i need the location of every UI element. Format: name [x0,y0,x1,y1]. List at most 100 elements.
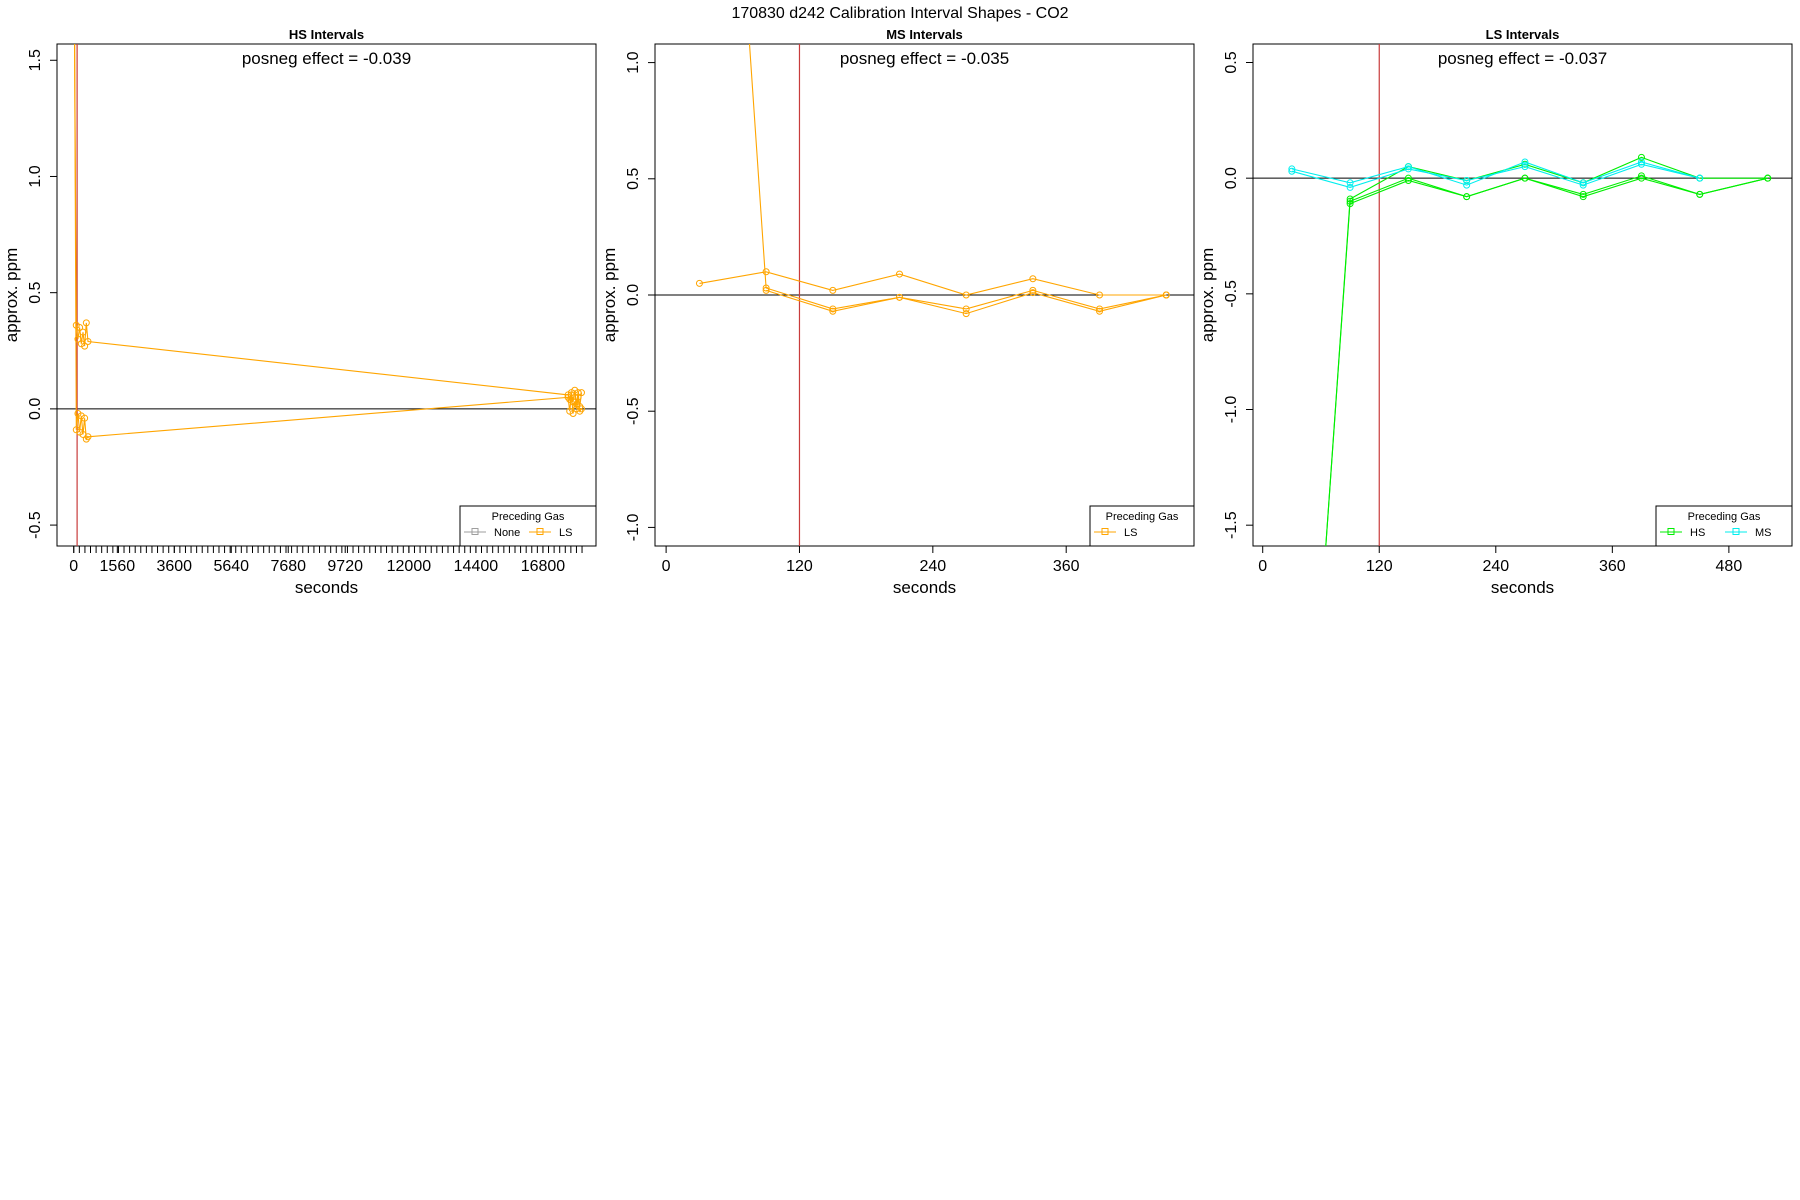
posneg-annotation: posneg effect = -0.039 [242,49,411,68]
legend-key-marker [1732,528,1740,535]
y-tick-label: -0.5 [625,397,642,425]
y-tick-label: 0.0 [27,398,44,420]
data-point [1579,181,1587,189]
data-point [74,335,82,343]
legend-label: None [494,527,520,539]
posneg-annotation: posneg effect = -0.037 [1438,49,1607,68]
x-tick-label: 7680 [270,558,306,575]
data-point [829,305,837,313]
series-line-1 [699,271,1167,296]
data-point [1404,165,1412,173]
data-point [76,324,84,332]
data-point [1404,174,1412,182]
data-point [1463,193,1471,201]
data-point [1346,200,1354,208]
data-point [571,398,579,406]
x-tick-label: 240 [1482,558,1509,575]
legend: Preceding Gas HS MS [1655,505,1793,547]
legend-key-marker [1101,528,1109,535]
series-line-2 [1325,177,1768,546]
data-point [81,342,89,350]
data-point [1096,305,1104,313]
data-point [962,291,970,299]
data-point [1637,172,1645,180]
x-axis-label: seconds [1491,578,1554,597]
x-tick-label: 120 [1366,558,1393,575]
posneg-annotation: posneg effect = -0.035 [840,49,1009,68]
data-point [1162,291,1170,299]
legend-label: MS [1755,527,1772,539]
legend-box [1655,505,1793,547]
data-point [1096,291,1104,299]
data-point [895,293,903,301]
data-point [695,279,703,287]
data-point [574,393,582,401]
data-point [82,319,90,327]
data-point [577,389,585,397]
data-point [1696,174,1704,182]
data-point [569,410,577,418]
series-line-3 [1349,175,1768,205]
legend-title: Preceding Gas [492,511,565,523]
data-point [1288,167,1296,175]
x-tick-label: 1560 [100,558,136,575]
legend-box [459,505,597,547]
series-line-5 [1291,163,1700,188]
x-tick-label: 360 [1599,558,1626,575]
legend-label: LS [1124,527,1137,539]
legend-key-marker [536,528,544,535]
legend-box [1089,505,1195,547]
legend: Preceding Gas None LS [459,505,597,547]
y-axis-label: approx. ppm [600,248,619,343]
y-axis-label: approx. ppm [2,248,21,343]
plot-area [57,44,596,546]
y-tick-label: 1.0 [27,165,44,187]
panel-title: MS Intervals [886,27,963,42]
legend-label: LS [559,527,572,539]
data-point [1288,165,1296,173]
y-tick-label: 0.0 [625,284,642,306]
x-tick-label: 0 [69,558,78,575]
x-tick-label: 3600 [156,558,192,575]
data-point [1521,163,1529,171]
plot-frame [1252,43,1793,547]
x-tick-label: 0 [662,558,671,575]
data-point [762,284,770,292]
x-axis-label: seconds [295,578,358,597]
x-tick-label: 240 [919,558,946,575]
data-point [1346,197,1354,205]
data-point [1404,163,1412,171]
data-point [762,268,770,276]
data-point [1346,183,1354,191]
data-point [84,433,92,441]
legend-key-marker [471,528,479,535]
x-tick-label: 480 [1716,558,1743,575]
x-tick-label: 16800 [521,558,566,575]
data-point [1579,193,1587,201]
data-point [1764,174,1772,182]
data-point [84,337,92,345]
y-tick-label: -1.0 [1223,396,1240,424]
y-tick-label: -1.0 [625,514,642,542]
y-tick-label: -1.5 [1223,511,1240,539]
legend-label: HS [1690,527,1705,539]
data-point [895,270,903,278]
data-point [1579,179,1587,187]
data-point [1637,153,1645,161]
data-point [81,414,89,422]
x-tick-label: 12000 [387,558,432,575]
data-point [962,305,970,313]
y-axis-label: approx. ppm [1198,248,1217,343]
data-point [577,405,585,413]
legend: Preceding Gas LS [1089,505,1195,547]
y-tick-label: -0.5 [1223,280,1240,308]
data-point [1637,174,1645,182]
data-point [1521,160,1529,168]
x-tick-label: 360 [1053,558,1080,575]
y-tick-label: -0.5 [27,511,44,539]
data-point [1463,181,1471,189]
data-point [1463,176,1471,184]
x-tick-label: 120 [786,558,813,575]
